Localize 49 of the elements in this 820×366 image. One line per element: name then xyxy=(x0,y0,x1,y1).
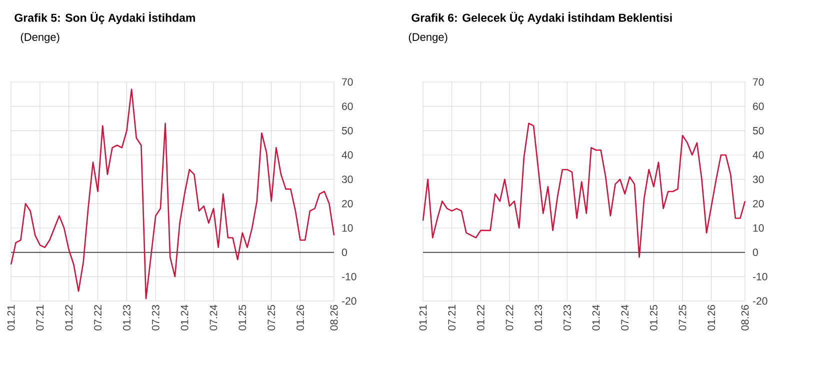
y-tick-label: 10 xyxy=(753,224,764,232)
y-tick-label: 30 xyxy=(342,176,353,184)
x-tick-label: 07.21 xyxy=(448,305,456,330)
y-tick-label: 0 xyxy=(342,248,347,256)
y-tick-label: 20 xyxy=(753,200,764,208)
y-tick-label: 70 xyxy=(753,78,764,86)
x-tick-label: 01.22 xyxy=(476,305,484,330)
x-tick-label: 01.24 xyxy=(180,304,188,330)
y-tick-label: 60 xyxy=(342,102,353,110)
y-tick-label: 70 xyxy=(342,78,353,86)
y-tick-label: 10 xyxy=(342,224,353,232)
chart-subtitle: (Denge) xyxy=(408,32,448,44)
y-tick-label: 50 xyxy=(752,126,764,134)
y-tick-label: 60 xyxy=(753,102,764,110)
y-tick-label: 40 xyxy=(342,151,353,159)
x-tick-label: 01.25 xyxy=(238,304,246,330)
y-tick-label: -10 xyxy=(342,272,356,280)
y-tick-label: 20 xyxy=(342,200,353,208)
x-tick-label: 07.22 xyxy=(94,305,102,330)
x-tick-label: 07.23 xyxy=(152,304,160,330)
x-tick-label: 08.26 xyxy=(741,304,749,330)
x-tick-label: 07.25 xyxy=(268,304,276,330)
x-tick-label: 01.23 xyxy=(123,304,130,330)
chart-title: Grafik 5: Son Üç Aydaki İstihdam xyxy=(14,12,195,24)
y-tick-label: 40 xyxy=(752,151,764,159)
x-tick-label: 01.24 xyxy=(592,304,600,330)
x-tick-label: 07.25 xyxy=(678,304,686,330)
y-tick-label: -20 xyxy=(342,297,356,305)
line-series xyxy=(10,88,335,300)
y-tick-label: -20 xyxy=(752,297,768,305)
chart-subtitle: (Denge) xyxy=(20,32,60,44)
x-tick-label: 01.26 xyxy=(296,304,304,330)
x-tick-label: 07.23 xyxy=(563,304,571,330)
y-tick-label: 30 xyxy=(752,176,764,184)
x-tick-label: 01.21 xyxy=(7,305,15,330)
x-tick-label: 08.26 xyxy=(330,304,338,330)
y-tick-label: 50 xyxy=(342,126,353,134)
x-tick-label: 07.21 xyxy=(36,305,44,330)
x-tick-label: 01.22 xyxy=(65,305,73,330)
y-tick-label: -10 xyxy=(752,272,768,280)
y-tick-label: 0 xyxy=(752,248,758,256)
chart-title: Grafik 6: Gelecek Üç Aydaki İstihdam Beklentisi xyxy=(412,12,672,24)
x-tick-label: 01.21 xyxy=(419,305,427,330)
x-tick-label: 07.22 xyxy=(506,305,514,330)
x-tick-label: 07.24 xyxy=(621,304,629,330)
x-tick-label: 01.25 xyxy=(650,304,658,330)
x-tick-label: 01.26 xyxy=(708,304,716,330)
x-tick-label: 07.24 xyxy=(210,304,218,330)
x-tick-label: 01.23 xyxy=(534,304,542,330)
